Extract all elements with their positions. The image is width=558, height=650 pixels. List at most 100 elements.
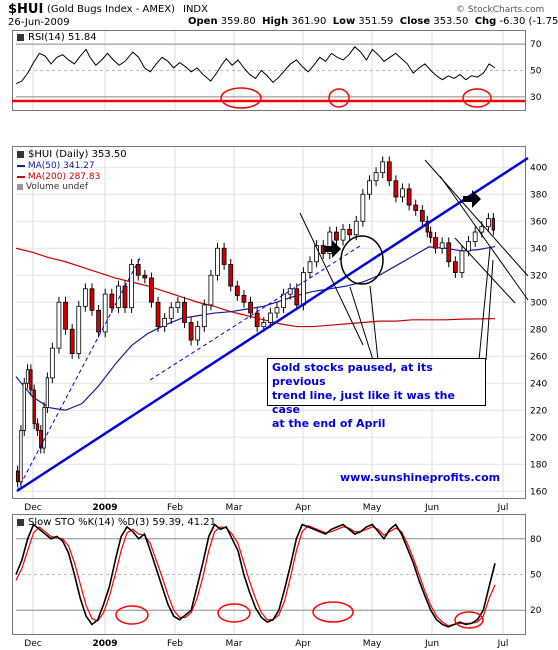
candle-body	[360, 193, 366, 222]
candle-body	[142, 274, 148, 279]
stoch-d-line	[15, 525, 496, 627]
price-y-tick-label: 400	[530, 163, 547, 173]
candle-body	[56, 301, 62, 349]
candle-body	[459, 250, 465, 273]
candle-body	[380, 161, 386, 174]
volume-legend: Volume undef	[17, 183, 88, 192]
black-channel-line	[454, 237, 516, 304]
stoch-circle-3	[312, 601, 354, 623]
candle-body	[248, 301, 253, 314]
ma200-legend-swatch	[17, 175, 25, 178]
candle-body	[281, 293, 286, 309]
price-y-tick-label: 300	[530, 298, 547, 308]
price-x-tick-label: 2009	[92, 503, 117, 513]
candle-body	[228, 264, 234, 287]
candle-body	[162, 318, 168, 327]
stoch-x-tick-label: Jun	[424, 639, 439, 649]
ma200-legend-label: MA(200) 287.83	[27, 172, 101, 182]
main-trend-line	[16, 156, 529, 493]
callout-leader-1	[349, 286, 374, 361]
price-y-tick-label: 260	[530, 352, 547, 362]
volume-legend-swatch	[17, 183, 23, 190]
price-layer: 160 180 200 220 240 260 280 300 320 340 360 380 400	[15, 156, 547, 497]
ma50-line	[15, 245, 496, 411]
candle-body	[16, 470, 20, 483]
candle-body	[42, 407, 46, 449]
price-x-tick-label: Dec	[24, 503, 41, 513]
rsi-layer: 30 50 70	[15, 40, 542, 103]
index-name: (Gold Bugs Index - AMEX)	[47, 4, 176, 15]
candle-body	[413, 204, 419, 211]
candle-body	[472, 231, 478, 242]
stoch-title: Slow STO %K(14) %D(3) 59.39, 41.21	[28, 518, 216, 528]
price-title: $HUI (Daily) 353.50	[28, 149, 127, 160]
candle-body	[122, 285, 128, 309]
stoch-layer: 20 50 80	[15, 523, 542, 628]
candle-body	[175, 301, 181, 309]
candle-body	[393, 180, 399, 198]
candle-body	[327, 231, 333, 255]
rsi-circle-1	[220, 87, 262, 109]
annotations	[12, 87, 529, 629]
dashed-trend-line-1	[16, 257, 141, 492]
candle-body	[129, 264, 135, 309]
price-x-tick-label: Feb	[167, 503, 183, 513]
stoch-x-tick-label: Feb	[167, 639, 183, 649]
candle-body	[419, 210, 425, 222]
candle-body	[69, 328, 75, 354]
high-label: High	[262, 16, 289, 27]
stoch-x-tick-label: Dec	[24, 639, 41, 649]
low-value: 351.59	[358, 16, 394, 27]
candle-body	[241, 295, 247, 303]
price-y-tick-label: 180	[530, 460, 547, 470]
candle-body	[486, 218, 491, 228]
open-value: 359.80	[220, 16, 256, 27]
chg-label: Chg	[474, 16, 497, 27]
candle-body	[446, 242, 452, 263]
candle-body	[149, 277, 154, 303]
price-y-tick-label: 340	[530, 244, 547, 254]
black-resistance-line-3	[439, 175, 529, 301]
arrow-right-icon	[463, 190, 481, 208]
candle-body	[221, 247, 227, 265]
price-x-tick-label: May	[363, 503, 382, 513]
ma50-legend-label: MA(50) 341.27	[27, 161, 95, 171]
rsi-circle-3	[462, 88, 492, 108]
stoch-x-tick-label: Mar	[226, 639, 243, 649]
candle-body	[182, 301, 187, 323]
volume-legend-label: Volume undef	[25, 182, 89, 192]
candle-body	[406, 188, 412, 206]
candle-body	[19, 430, 23, 483]
candle-body	[63, 301, 68, 330]
callout-line-2: trend line, just like it was the case	[272, 389, 455, 416]
price-y-tick-label: 280	[530, 325, 547, 335]
rsi-title: RSI(14) 51.84	[28, 32, 97, 43]
rsi-y-tick-label: 30	[530, 93, 542, 103]
candle-body	[76, 305, 82, 354]
candle-body	[267, 312, 273, 323]
candle-body	[155, 301, 161, 327]
rsi-y-tick-label: 70	[530, 40, 542, 50]
candle-body	[32, 389, 36, 425]
candle-body	[301, 272, 306, 306]
candle-body	[466, 241, 471, 252]
black-resistance-line-1	[299, 212, 364, 346]
candle-body	[479, 226, 485, 233]
price-title-icon	[17, 151, 24, 158]
price-x-tick-label: Mar	[226, 503, 243, 513]
candle-body	[102, 293, 108, 333]
stoch-x-tick-label: 2009	[92, 639, 117, 649]
callout-leader-3	[478, 247, 491, 361]
price-y-tick-label: 380	[530, 190, 547, 200]
candle-body	[425, 220, 429, 233]
price-y-tick-label: 200	[530, 433, 547, 443]
stoch-title-icon	[17, 519, 24, 526]
candle-body	[400, 188, 405, 198]
website-link[interactable]: www.sunshineprofits.com	[340, 471, 501, 484]
candle-body	[195, 326, 201, 341]
close-value: 353.50	[433, 16, 469, 27]
stoch-x-tick-label: Jul	[497, 639, 509, 649]
candle-body	[135, 264, 141, 276]
candle-body	[25, 369, 30, 384]
